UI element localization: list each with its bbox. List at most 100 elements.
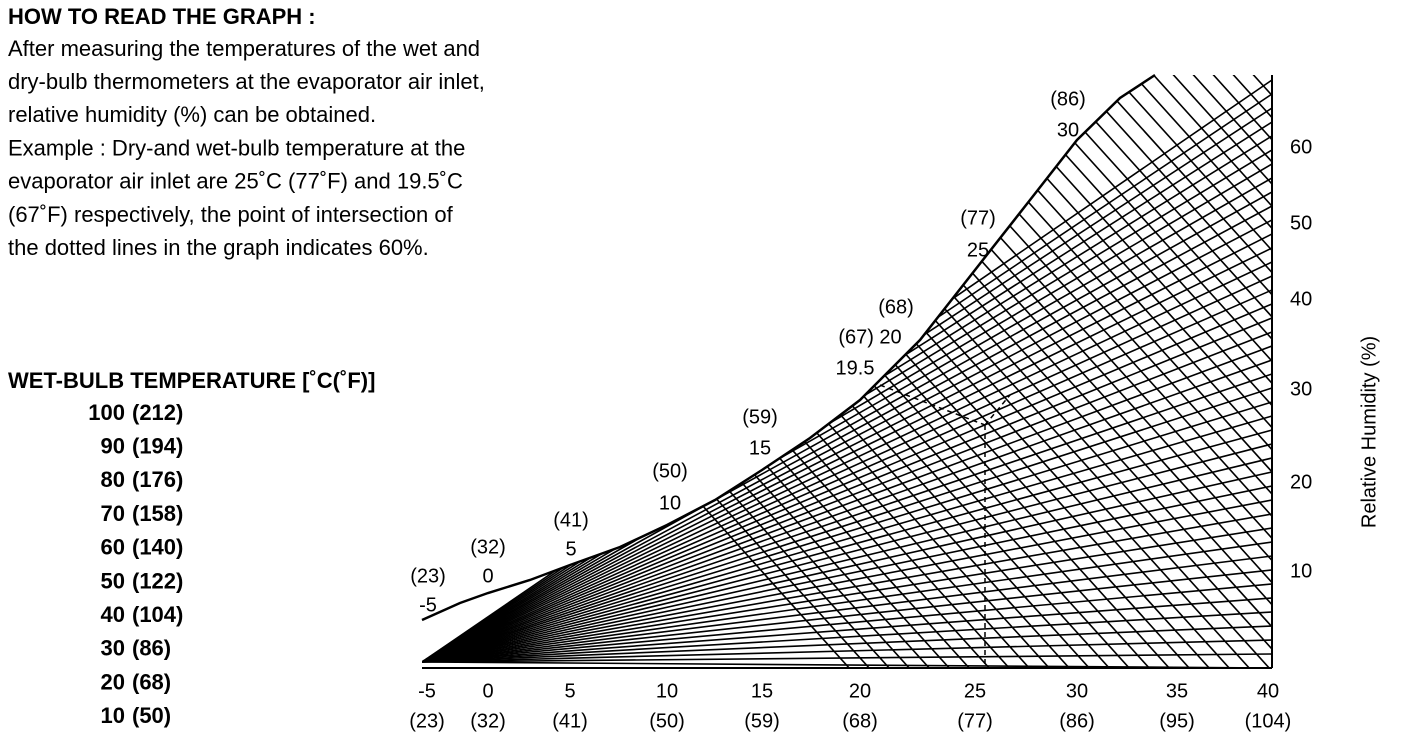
rh-line [422,639,1272,663]
wet-bulb-line [1139,75,1272,668]
curve-label: 5 [565,538,576,560]
curve-label: (23) [410,565,446,587]
wet-bulb-c: 30 [101,636,125,661]
wet-bulb-f: (86) [132,636,171,661]
x-tick-label-f: (86) [1059,710,1095,732]
wet-bulb-line [659,75,1221,668]
instruction-line: After measuring the temperatures of the … [8,36,480,61]
instruction-line: (67˚F) respectively, the point of inters… [8,202,454,227]
curve-label: (41) [553,509,589,531]
x-tick-label: 0 [482,680,493,702]
wet-bulb-c: 50 [101,568,125,593]
wet-bulb-line [1059,75,1272,668]
x-tick-label: 10 [656,680,678,702]
rh-line [422,597,1272,663]
x-tick-label-f: (95) [1159,710,1195,732]
header-title: HOW TO READ THE GRAPH : [8,4,316,29]
rh-line [422,527,1272,663]
x-tick-label: 25 [964,680,986,702]
wet-bulb-line [1079,75,1272,668]
rh-line [422,275,1272,663]
x-tick-label: 20 [849,680,871,702]
wet-bulb-f: (68) [132,669,171,694]
wet-bulb-line [979,75,1272,668]
x-tick-label: 15 [751,680,773,702]
rh-line [422,373,1272,663]
curve-label: (32) [470,536,506,558]
rh-line [422,583,1272,663]
rh-line [422,555,1272,663]
wet-bulb-f: (104) [132,602,183,627]
rh-line [422,303,1272,663]
x-tick-label-f: (32) [470,710,506,732]
dotted-line [984,394,1011,426]
wet-bulb-f: (194) [132,434,183,459]
curve-label: 0 [482,565,493,587]
wet-bulb-line [999,75,1272,668]
wet-bulb-c: 90 [101,434,125,459]
x-tick-label: 40 [1257,680,1279,702]
rh-tick-label: 60 [1290,136,1312,158]
wet-bulb-f: (122) [132,568,183,593]
x-tick-label-f: (23) [409,710,445,732]
wet-bulb-title: WET-BULB TEMPERATURE [˚C(˚F)] [8,368,375,393]
rh-line [422,387,1272,663]
wet-bulb-c: 100 [88,400,125,425]
wet-bulb-line [519,75,1081,668]
rh-line [422,163,1272,663]
rh-line [422,331,1272,663]
wet-bulb-line [1099,75,1272,668]
wet-bulb-f: (50) [132,703,171,728]
rh-line [422,107,1272,663]
wet-bulb-line [719,75,1272,668]
rh-line [422,177,1272,663]
wet-bulb-line [439,75,1001,668]
curve-label: -5 [419,594,437,616]
rh-tick-label: 50 [1290,212,1312,234]
x-tick-label-f: (68) [842,710,878,732]
rh-line [422,541,1272,663]
rh-tick-label: 30 [1290,378,1312,400]
curve-label: (68) [878,296,914,318]
x-tick-label: -5 [418,680,436,702]
rh-line [422,415,1272,663]
wet-bulb-line [499,75,1061,668]
rh-line [422,443,1272,663]
rh-line [422,611,1272,663]
instruction-line: the dotted lines in the graph indicates … [8,235,429,260]
wet-bulb-c: 40 [101,602,125,627]
wet-bulb-line [1239,75,1272,668]
curve-label: (67) 20 [838,326,901,348]
rh-line [422,261,1272,663]
curve-label: 25 [967,239,989,261]
rh-line [422,317,1272,663]
instruction-line: dry-bulb thermometers at the evaporator … [8,69,485,94]
rh-line [422,205,1272,663]
rh-line [422,653,1272,663]
rh-line [422,499,1272,663]
wet-bulb-line [1039,75,1272,668]
wet-bulb-line [799,75,1272,668]
psychrometric-mesh [422,75,1272,668]
x-tick-label: 5 [564,680,575,702]
x-tick-label: 35 [1166,680,1188,702]
curve-label: 19.5 [836,357,875,379]
wet-bulb-line [859,75,1272,668]
rh-line [422,471,1272,663]
x-tick-label: 30 [1066,680,1088,702]
x-tick-label-f: (41) [552,710,588,732]
instruction-line: relative humidity (%) can be obtained. [8,102,376,127]
rh-line [422,345,1272,663]
wet-bulb-line [1159,75,1272,668]
rh-line [422,247,1272,663]
curve-label: (59) [742,406,778,428]
rh-tick-label: 10 [1290,560,1312,582]
wet-bulb-line [1119,75,1272,668]
rh-line [422,191,1272,663]
x-tick-label-f: (50) [649,710,685,732]
rh-axis-title: Relative Humidity (%) [1358,336,1380,528]
dotted-line [879,384,986,426]
curve-label: (77) [960,207,996,229]
